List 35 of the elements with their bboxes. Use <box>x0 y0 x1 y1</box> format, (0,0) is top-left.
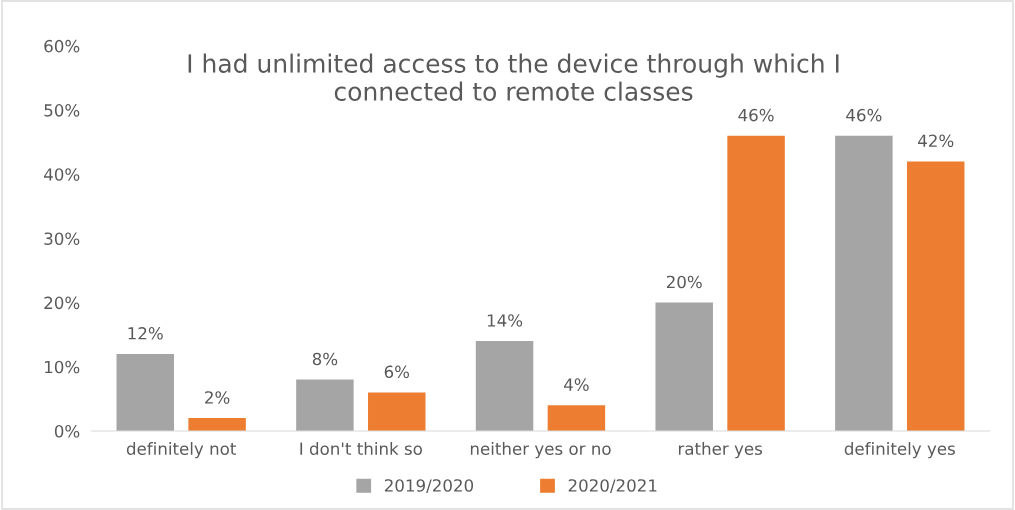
data-label: 12% <box>128 326 163 340</box>
data-label: 46% <box>846 108 882 122</box>
data-label: 20% <box>666 275 702 289</box>
data-label: 2% <box>205 391 230 404</box>
x-tick-label: definitely not <box>126 442 236 459</box>
bar <box>835 135 893 431</box>
bar <box>188 418 246 431</box>
y-tick-label: 60% <box>44 39 80 53</box>
y-tick-label: 20% <box>44 296 80 310</box>
bar <box>475 341 534 431</box>
x-tick-label: neither yes or no <box>470 442 611 459</box>
y-tick-label: 30% <box>44 232 80 245</box>
data-label: 42% <box>918 134 954 148</box>
legend-label: 2019/2020 <box>384 479 474 494</box>
y-tick-label: 40% <box>44 168 80 181</box>
y-tick-label: 50% <box>44 104 80 117</box>
data-label: 46% <box>738 108 774 122</box>
x-tick-label: I don't think so <box>300 442 422 455</box>
bar <box>727 135 785 431</box>
data-label: 6% <box>384 365 410 379</box>
text: I had unlimited access to the device through which I connected to remote classes <box>188 53 839 101</box>
data-label: 14% <box>487 314 523 327</box>
bar <box>116 353 174 431</box>
legend-label: 2020/2021 <box>568 479 657 494</box>
data-label: 4% <box>564 378 589 391</box>
bar <box>296 379 354 431</box>
bar <box>547 405 606 431</box>
bar <box>368 392 426 431</box>
data-label: 8% <box>312 352 338 366</box>
y-tick-label: 10% <box>45 360 80 374</box>
x-tick-label: definitely yes <box>844 442 955 459</box>
bar <box>655 302 713 431</box>
bar <box>906 161 965 431</box>
y-tick-label: 0% <box>54 424 80 438</box>
x-tick-label: rather yes <box>678 442 763 459</box>
